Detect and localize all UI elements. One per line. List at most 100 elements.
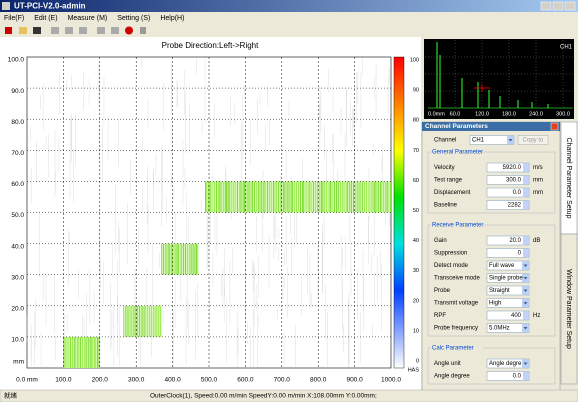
y-unit: mm [13, 359, 24, 366]
panel-header [422, 122, 560, 131]
spin-buttons[interactable] [523, 236, 529, 245]
x-tick-label: 200.0 [92, 377, 109, 384]
param-select[interactable] [486, 298, 530, 308]
tool-save[interactable] [33, 27, 41, 34]
spin-buttons[interactable] [523, 176, 529, 184]
ascan-x-label: 180.0 [502, 111, 516, 117]
tool-a[interactable] [51, 27, 59, 34]
param-select-value: 5.0MHz [489, 326, 510, 332]
spin-buttons[interactable] [523, 201, 529, 209]
spin-box[interactable] [486, 235, 530, 246]
param-unit: dB [533, 238, 540, 244]
param-label: Detect mode [434, 263, 469, 269]
menu-item[interactable]: Measure (M) [68, 15, 108, 22]
side-tab-label: Channel Parameter Setup [565, 138, 572, 219]
maximize-button[interactable] [552, 1, 564, 11]
tool-b[interactable] [65, 27, 73, 34]
scale-label: 40 [413, 238, 419, 244]
x-tick-label: 300.0 [128, 377, 145, 384]
ascan-x-label: 0.0mm [428, 111, 445, 117]
group-box [427, 224, 556, 337]
menu-item[interactable]: Edit (E) [34, 15, 57, 22]
scale-label: 50 [413, 208, 419, 214]
group-title-bg [431, 221, 483, 229]
group-title-bg [431, 344, 483, 352]
minimize-button[interactable] [540, 1, 552, 11]
channel-select[interactable] [469, 135, 515, 145]
tool-e[interactable] [111, 27, 119, 34]
spin-box[interactable] [486, 200, 530, 210]
param-label: Displacement [434, 190, 471, 196]
tool-stop[interactable] [125, 26, 133, 35]
spin-box[interactable] [486, 310, 530, 321]
tool-f[interactable] [140, 27, 146, 34]
scale-label: 70 [413, 148, 419, 154]
menu-item[interactable]: Help(H) [160, 15, 184, 22]
scale-label: 100 [410, 57, 419, 63]
tool-c[interactable] [79, 27, 87, 34]
param-label: Transceive mode [434, 276, 480, 282]
spin-box[interactable] [486, 187, 530, 198]
param-select[interactable] [486, 260, 530, 271]
param-select-value: Straight [489, 288, 510, 294]
y-tick-label: 30.0 [11, 274, 24, 281]
spin-value: 0 [518, 251, 522, 257]
spin-box[interactable] [486, 248, 530, 258]
spin-value: 5920.0 [503, 165, 522, 171]
param-select-value: Angle degre [489, 361, 522, 367]
status-ready: 就绪 [4, 391, 18, 400]
window-title: UT-PCI-V2.0-admin [14, 2, 86, 11]
tool-d[interactable] [97, 27, 105, 34]
param-label: Angle degree [434, 374, 470, 380]
close-button[interactable] [564, 1, 576, 11]
y-tick-label: 10.0 [11, 337, 24, 344]
spin-buttons[interactable] [523, 188, 529, 197]
tool-open[interactable] [19, 27, 27, 34]
spin-box[interactable] [486, 175, 530, 185]
app-icon [2, 2, 10, 10]
spin-buttons[interactable] [523, 372, 529, 380]
copy-button[interactable] [517, 135, 549, 145]
spin-buttons[interactable] [523, 163, 529, 172]
ascan-channel: CH1 [560, 45, 573, 51]
param-select[interactable] [486, 358, 530, 369]
spin-box[interactable] [486, 162, 530, 173]
x-tick-label: 700.0 [274, 377, 291, 384]
x-tick-label: 400.0 [164, 377, 181, 384]
param-select[interactable] [486, 323, 530, 333]
scale-unit: HAS [408, 367, 420, 373]
param-label: Suppression [434, 251, 467, 257]
scale-label: 80 [413, 118, 419, 124]
side-tab[interactable] [560, 233, 578, 385]
group-box [427, 347, 556, 385]
param-unit: Hz [533, 313, 540, 319]
x-tick-label: 0.0 mm [16, 377, 38, 384]
param-select-value: Full wave [489, 263, 515, 269]
param-select[interactable] [486, 285, 530, 296]
group-title: Receive Parameter [432, 223, 483, 229]
copy-button-label: Copy to [523, 138, 544, 144]
param-label: Gain [434, 238, 447, 244]
param-select-arrow-glyph [523, 327, 528, 330]
scale-label: 30 [413, 268, 419, 274]
param-label: Transmit voltage [434, 301, 479, 307]
spin-buttons[interactable] [523, 249, 529, 257]
spin-box[interactable] [486, 371, 530, 381]
param-label: Test range [434, 178, 463, 184]
tool-record[interactable] [5, 27, 12, 34]
group-title: General Parameter [432, 150, 483, 156]
spin-buttons[interactable] [523, 311, 529, 320]
scale-label: 60 [413, 178, 419, 184]
menu-item[interactable]: Setting (S) [117, 15, 150, 22]
param-select[interactable] [486, 273, 530, 283]
y-tick-label: 80.0 [11, 119, 24, 126]
x-tick-label: 800.0 [310, 377, 327, 384]
scale-label: 20 [413, 298, 419, 304]
param-label: Baseline [434, 203, 458, 209]
panel-close[interactable] [550, 122, 559, 131]
x-tick-label: 500.0 [201, 377, 218, 384]
x-tick-label: 1000.0 [381, 377, 401, 384]
param-label: Probe [434, 288, 451, 294]
menu-item[interactable]: File(F) [4, 15, 24, 22]
